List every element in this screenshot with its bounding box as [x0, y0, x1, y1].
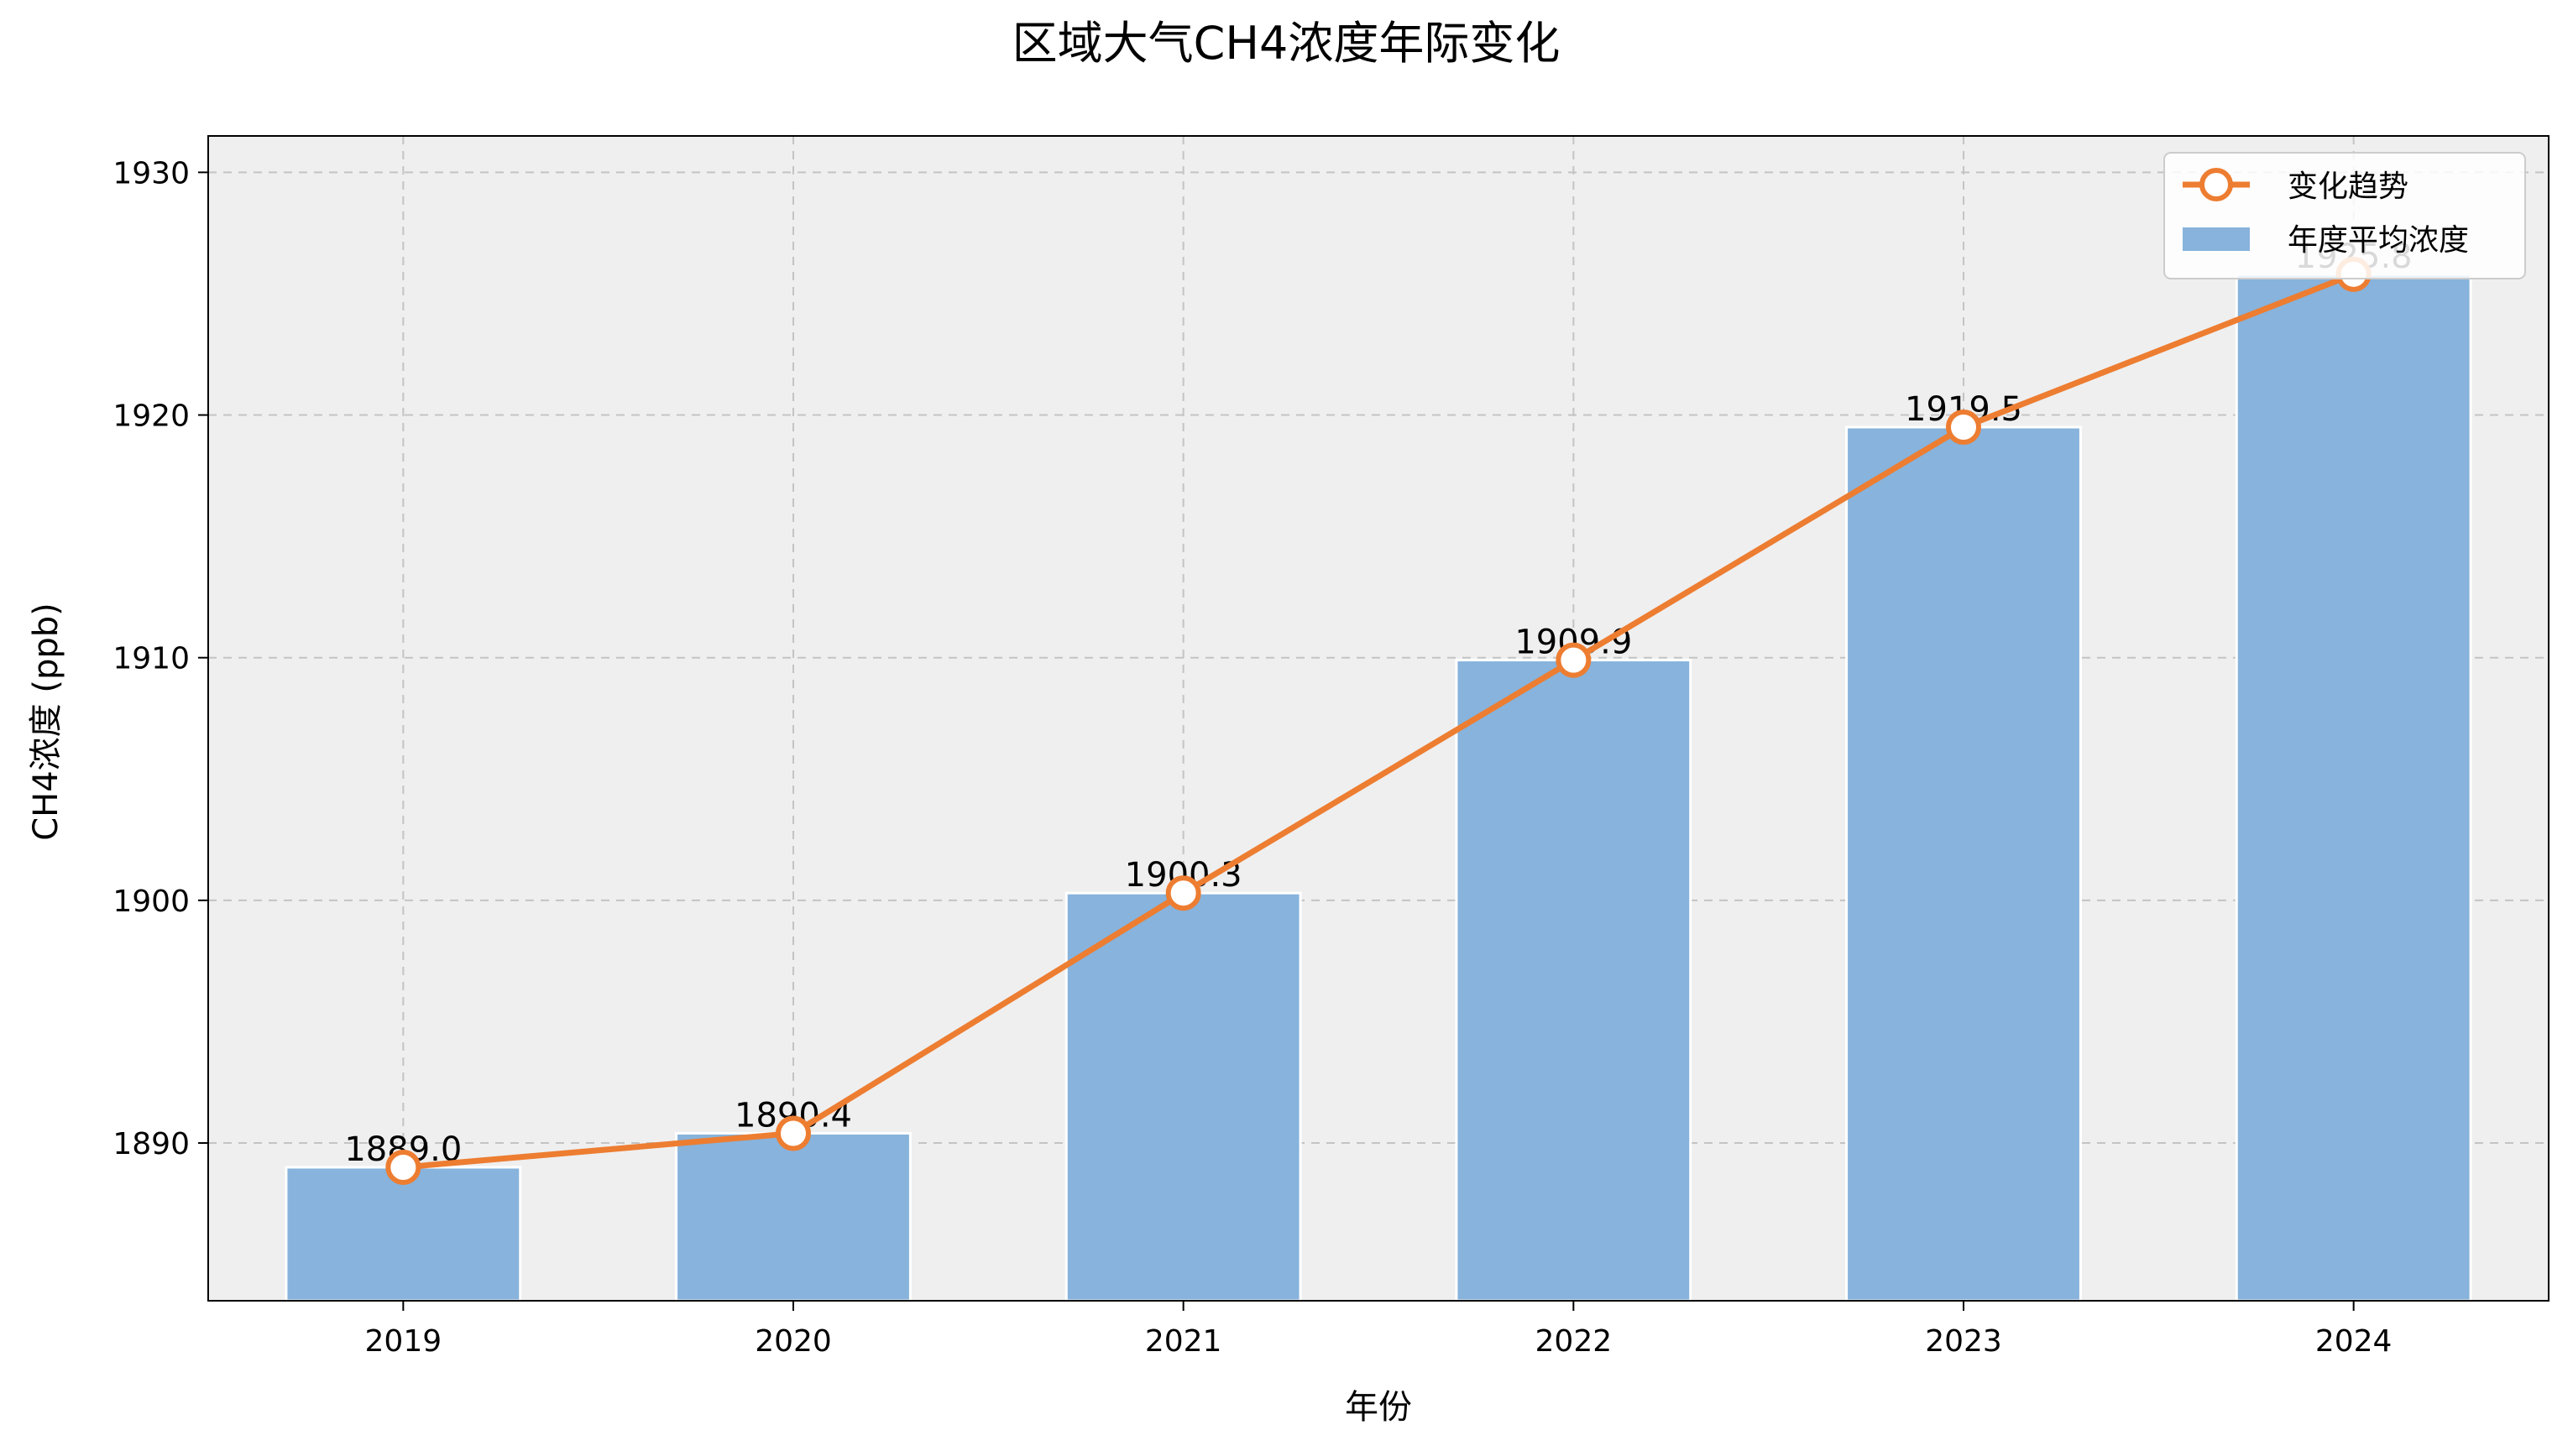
plot-area [208, 136, 2549, 1301]
x-tick-label: 2019 [365, 1324, 442, 1359]
legend-label-trend: 变化趋势 [2288, 170, 2408, 204]
legend-bar-swatch [2183, 227, 2250, 251]
bar-2023 [1845, 425, 2082, 1302]
legend-marker-swatch [2199, 168, 2233, 201]
y-tick-label: 1920 [112, 399, 190, 434]
bar-2019 [285, 1166, 522, 1302]
legend: 变化趋势 年度平均浓度 [2163, 152, 2526, 279]
trend-point-2023 [1946, 410, 1981, 445]
plot-frame [207, 135, 2549, 1302]
trend-point-2020 [776, 1115, 811, 1151]
x-tick-label: 2020 [755, 1324, 832, 1359]
x-tick-label: 2021 [1145, 1324, 1222, 1359]
x-tick-label: 2024 [2315, 1324, 2393, 1359]
bar-2022 [1455, 659, 1692, 1302]
y-axis-ticks: 1890 1900 1910 1920 1930 [112, 156, 208, 1161]
y-tick-label: 1910 [112, 642, 190, 676]
bar-2020 [675, 1131, 912, 1302]
bar-2024 [2235, 273, 2472, 1302]
y-tick-label: 1900 [112, 885, 190, 919]
bar-2021 [1064, 891, 1302, 1302]
x-tick-label: 2022 [1535, 1324, 1613, 1359]
line-series [385, 256, 2372, 1185]
y-axis-label: CH4浓度 (ppb) [27, 603, 65, 841]
trend-line [403, 271, 2355, 1171]
y-tick-label: 1930 [112, 156, 190, 190]
trend-point-2021 [1165, 875, 1201, 911]
legend-label-bars: 年度平均浓度 [2288, 223, 2469, 258]
trend-point-2022 [1556, 642, 1592, 678]
trend-point-2019 [385, 1149, 421, 1185]
x-tick-label: 2023 [1925, 1324, 2002, 1359]
x-axis-ticks: 2019 2020 2021 2022 2023 2024 [365, 1301, 2393, 1359]
x-axis-label: 年份 [1345, 1388, 1412, 1427]
legend-box [2163, 152, 2526, 279]
chart-title: 区域大气CH4浓度年际变化 [1012, 17, 1561, 70]
y-tick-label: 1890 [112, 1127, 190, 1161]
